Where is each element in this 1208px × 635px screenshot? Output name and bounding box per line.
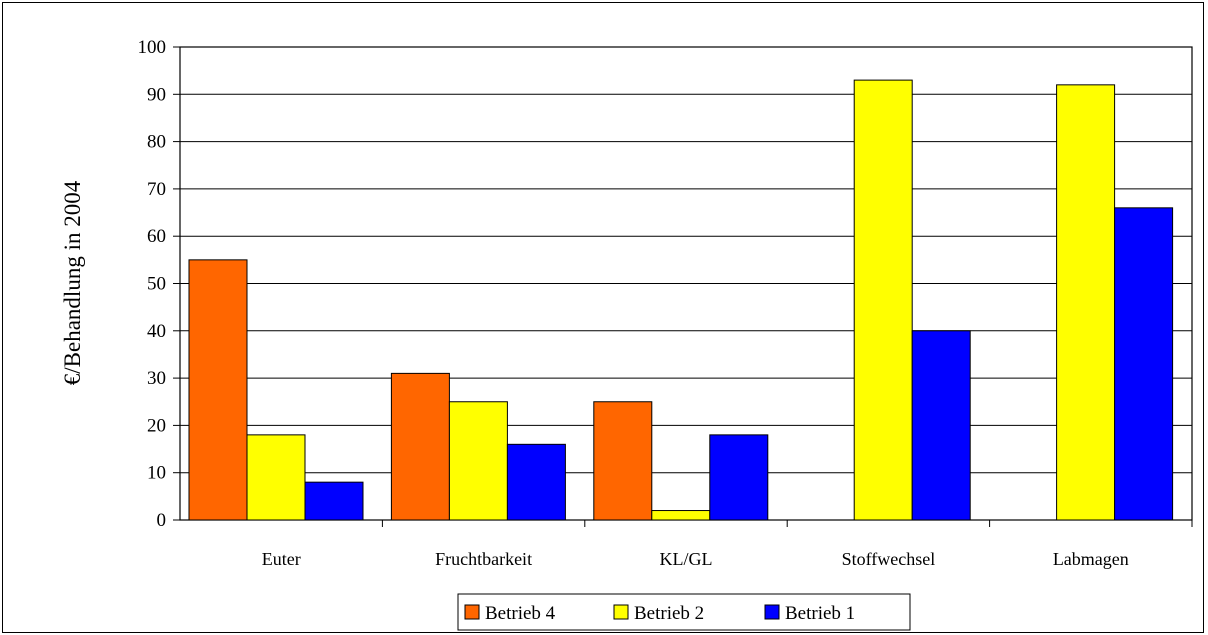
y-tick-label: 70 [147, 179, 166, 200]
y-tick-label: 30 [147, 368, 166, 389]
y-tick-label: 10 [147, 463, 166, 484]
bars [188, 79, 1174, 521]
y-tick-label: 90 [147, 84, 166, 105]
bar-betrieb-2-labmagen [1056, 84, 1116, 521]
x-category-label: Labmagen [1053, 549, 1129, 569]
gridlines [180, 46, 1192, 474]
bar-betrieb-4-kl-gl [593, 401, 653, 521]
y-tick-label: 40 [147, 321, 166, 342]
y-tick-label: 60 [147, 226, 166, 247]
bar-betrieb-2-euter [246, 434, 306, 521]
x-category-label: Euter [262, 549, 301, 569]
legend-swatch [613, 604, 629, 620]
legend-label: Betrieb 1 [785, 603, 855, 624]
y-tick-label: 0 [157, 510, 167, 531]
bar-betrieb-2-stoffwechsel [853, 79, 913, 521]
bar-betrieb-1-stoffwechsel [911, 330, 971, 521]
y-tick-label: 80 [147, 132, 166, 153]
bar-betrieb-4-fruchtbarkeit [390, 372, 450, 521]
y-axis-ticks: 0 10 20 30 40 50 60 70 80 90 100 [138, 37, 180, 531]
legend-label: Betrieb 2 [634, 603, 704, 624]
y-tick-label: 50 [147, 274, 166, 295]
bar-betrieb-2-kl-gl [651, 510, 711, 521]
x-axis-categories: Euter Fruchtbarkeit KL/GL Stoffwechsel Labma… [262, 520, 1193, 569]
y-tick-label: 100 [138, 37, 167, 58]
bar-betrieb-1-labmagen [1114, 207, 1174, 521]
x-category-label: Fruchtbarkeit [435, 549, 532, 569]
legend-box [457, 593, 911, 631]
y-axis-label: €/Behandlung in 2004 [60, 180, 85, 385]
y-tick-label: 20 [147, 415, 166, 436]
bar-betrieb-1-euter [304, 481, 364, 521]
bar-betrieb-1-kl-gl [709, 434, 769, 521]
bar-betrieb-4-euter [188, 259, 248, 521]
legend-swatch [764, 604, 780, 620]
legend-swatch [464, 604, 480, 620]
legend-label: Betrieb 4 [485, 603, 556, 624]
legend: Betrieb 4 Betrieb 2 Betrieb 1 [457, 593, 911, 631]
x-category-label: Stoffwechsel [842, 549, 936, 569]
x-category-label: KL/GL [660, 549, 713, 569]
bar-betrieb-1-fruchtbarkeit [506, 443, 566, 521]
bar-betrieb-2-fruchtbarkeit [448, 401, 508, 521]
